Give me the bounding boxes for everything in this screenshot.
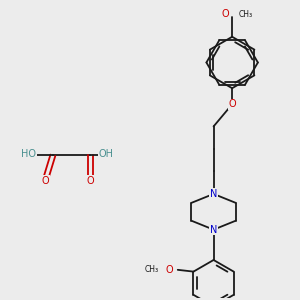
Text: N: N	[210, 189, 217, 199]
Text: O: O	[222, 9, 230, 19]
Text: O: O	[228, 99, 236, 109]
Text: CH₃: CH₃	[239, 10, 253, 19]
Text: HO: HO	[21, 148, 36, 159]
Text: OH: OH	[99, 148, 114, 159]
Text: O: O	[41, 176, 49, 186]
Text: O: O	[86, 176, 94, 186]
Text: CH₃: CH₃	[145, 265, 159, 274]
Text: O: O	[166, 265, 173, 275]
Text: N: N	[210, 225, 217, 235]
